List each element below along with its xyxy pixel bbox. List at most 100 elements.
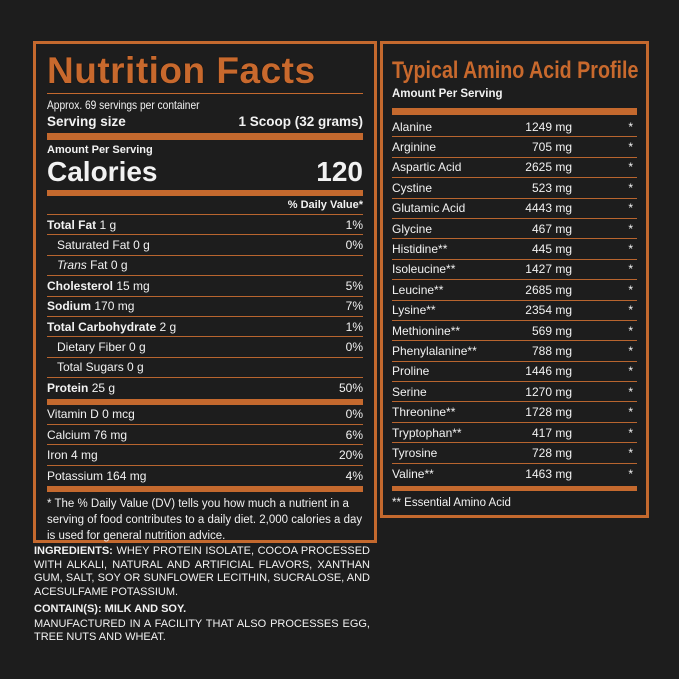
nutrient-row: Total Fat 1 g 1% [47, 215, 363, 236]
vitamin-label: Calcium [47, 427, 91, 442]
nutrient-amount: 2 g [159, 319, 177, 334]
vitamin-list: Vitamin D 0 mcg 0% Calcium 76 mg 6% Iron 4 m… [47, 405, 363, 487]
amino-dv-mark: * [628, 221, 633, 236]
nutrient-label-italic: Trans [57, 258, 87, 273]
amino-dv-mark: * [628, 242, 633, 257]
facility-statement: MANUFACTURED IN A FACILITY THAT ALSO PRO… [34, 617, 370, 644]
nutrient-daily-value: 1% [345, 319, 363, 334]
divider [47, 190, 363, 196]
vitamin-label: Vitamin D [47, 407, 99, 422]
amino-row: Phenylalanine** 788 mg * [392, 341, 637, 362]
amino-name: Threonine** [392, 405, 456, 420]
vitamin-daily-value: 20% [338, 447, 363, 462]
nutrient-amount: 170 mg [94, 299, 135, 314]
amino-dv-mark: * [628, 425, 633, 440]
amino-row: Lysine** 2354 mg * [392, 301, 637, 321]
nutrient-name: Total Sugars 0 g [47, 360, 144, 374]
amino-row: Histidine** 445 mg * [392, 239, 637, 260]
amino-row: Proline 1446 mg * [392, 362, 637, 383]
nutrient-label: Dietary Fiber [57, 340, 126, 355]
amino-dv-mark: * [628, 303, 633, 318]
amino-amount: 569 mg [531, 323, 572, 338]
nutrient-list: Total Fat 1 g 1% Saturated Fat 0 g 0% Trans … [47, 215, 363, 399]
nutrient-row: Total Sugars 0 g [47, 358, 363, 379]
ingredients-text: WHEY PROTEIN ISOLATE, COCOA PROCESSED WI… [34, 545, 370, 598]
ingredients-label: INGREDIENTS: [34, 545, 113, 557]
amino-name: Alanine [392, 119, 433, 134]
allergen-contains: CONTAIN(S): MILK AND SOY. [34, 603, 187, 615]
nutrient-name: Total Carbohydrate 2 g [47, 320, 176, 334]
amino-dv-mark: * [628, 364, 633, 379]
amino-amount: 417 mg [531, 425, 572, 440]
amino-name: Phenylalanine** [392, 343, 477, 358]
nutrient-amount: 0 g [127, 360, 144, 375]
nutrient-label: Total Fat [47, 217, 97, 232]
amino-row: Cystine 523 mg * [392, 178, 637, 199]
amino-dv-mark: * [628, 445, 633, 460]
vitamin-label: Iron [47, 447, 68, 462]
vitamin-amount: 76 mg [93, 427, 128, 442]
vitamin-name: Vitamin D 0 mcg [47, 407, 135, 421]
ingredients-section: INGREDIENTS: WHEY PROTEIN ISOLATE, COCOA… [34, 545, 370, 649]
amino-row: Alanine 1249 mg * [392, 117, 637, 138]
nutrient-daily-value: 0% [345, 238, 363, 253]
nutrient-daily-value: 0% [345, 340, 363, 355]
amino-name: Aspartic Acid [392, 160, 462, 175]
amino-name: Lysine** [392, 303, 436, 318]
daily-value-footnote: * The % Daily Value (DV) tells you how m… [47, 498, 363, 543]
vitamin-row: Iron 4 mg 20% [47, 445, 363, 466]
amino-dv-mark: * [628, 405, 633, 420]
amino-name: Methionine** [392, 323, 461, 338]
vitamin-amount: 4 mg [71, 447, 98, 462]
amino-name: Glycine [392, 221, 433, 236]
amino-name: Valine** [392, 466, 434, 481]
vitamin-row: Vitamin D 0 mcg 0% [47, 405, 363, 425]
amino-name: Leucine** [392, 282, 444, 297]
nutrient-label: Fat [90, 258, 108, 273]
amino-amount: 1728 mg [525, 405, 572, 420]
daily-value-header: % Daily Value* [47, 196, 363, 215]
amino-title: Typical Amino Acid Profile [392, 57, 639, 84]
vitamin-daily-value: 4% [345, 468, 363, 483]
amino-dv-mark: * [628, 180, 633, 195]
amino-amount: 1270 mg [525, 384, 572, 399]
vitamin-name: Calcium 76 mg [47, 428, 127, 442]
nutrient-row: Trans Fat 0 g [47, 256, 363, 277]
nutrient-label: Saturated Fat [57, 238, 130, 253]
divider [47, 133, 363, 140]
nutrient-row: Sodium 170 mg 7% [47, 297, 363, 317]
amino-dv-mark: * [628, 282, 633, 297]
amino-dv-mark: * [628, 466, 633, 481]
amino-row: Tyrosine 728 mg * [392, 443, 637, 464]
nutrient-amount: 0 g [133, 238, 150, 253]
amino-acid-panel: Typical Amino Acid Profile Amount Per Se… [380, 41, 649, 518]
nutrient-row: Dietary Fiber 0 g 0% [47, 337, 363, 358]
nutrient-row: Saturated Fat 0 g 0% [47, 235, 363, 256]
nutrient-name: Dietary Fiber 0 g [47, 340, 146, 354]
amino-list: Alanine 1249 mg * Arginine 705 mg * Aspartic A… [392, 117, 637, 484]
nutrient-name: Saturated Fat 0 g [47, 238, 150, 252]
nutrient-row: Total Carbohydrate 2 g 1% [47, 317, 363, 338]
calories-value: 120 [316, 156, 363, 187]
amino-amount: 788 mg [531, 343, 572, 358]
nutrient-name: Cholesterol 15 mg [47, 279, 150, 293]
amino-footnote: ** Essential Amino Acid [392, 497, 511, 510]
amino-row: Valine** 1463 mg * [392, 464, 637, 484]
amino-name: Isoleucine** [392, 262, 456, 277]
nutrient-daily-value: 50% [338, 381, 363, 396]
amino-amount: 445 mg [531, 242, 572, 257]
amino-name: Tryptophan** [392, 425, 462, 440]
nutrient-daily-value: 5% [345, 278, 363, 293]
nutrient-amount: 25 g [91, 381, 116, 396]
nutrient-name: Trans Fat 0 g [47, 258, 128, 272]
serving-size: Serving size 1 Scoop (32 grams) [47, 113, 363, 133]
calories-row: Calories 120 [47, 157, 363, 187]
amino-amount: 1249 mg [525, 119, 572, 134]
amino-amount: 2625 mg [525, 160, 572, 175]
amino-amount: 1427 mg [525, 262, 572, 277]
nutrient-amount: 15 mg [116, 278, 150, 293]
vitamin-row: Potassium 164 mg 4% [47, 466, 363, 486]
amino-amount: 1463 mg [525, 466, 572, 481]
amino-row: Threonine** 1728 mg * [392, 402, 637, 423]
divider [47, 398, 363, 405]
